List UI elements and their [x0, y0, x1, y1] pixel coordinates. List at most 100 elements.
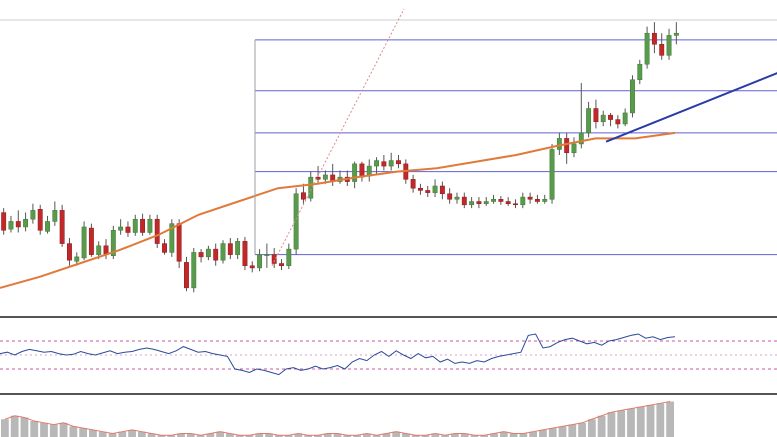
candle-up [81, 226, 87, 259]
candle-up [45, 221, 50, 232]
candle-up [630, 79, 635, 114]
candle-down [513, 203, 518, 206]
histogram-bar [79, 428, 88, 437]
histogram-bar [216, 431, 224, 437]
histogram-bar [245, 435, 254, 437]
candle-down [67, 243, 72, 261]
candle-down [125, 226, 131, 233]
candle-down [15, 221, 21, 228]
histogram-bar [255, 433, 264, 437]
candle-up [549, 149, 555, 200]
histogram-bar [10, 415, 19, 437]
histogram-bar [597, 415, 606, 437]
histogram-bar [382, 433, 391, 437]
candle-down [651, 32, 657, 45]
diagonal-dotted-line [271, 8, 405, 266]
histogram-bar [157, 435, 166, 437]
histogram-bar [186, 433, 195, 437]
support-trendline [605, 72, 777, 143]
histogram-bar [656, 403, 665, 437]
candle-up [8, 221, 14, 230]
candle-up [491, 199, 496, 202]
histogram-bar [98, 431, 107, 437]
candle-down [425, 190, 431, 193]
candle-up [96, 245, 102, 255]
candle-up [191, 252, 197, 289]
candle-down [659, 44, 665, 56]
histogram-bar [460, 433, 469, 437]
candle-up [352, 163, 358, 182]
histogram-bar [548, 428, 557, 437]
candle-up [52, 210, 58, 222]
candle-down [527, 196, 533, 200]
histogram-bar [69, 426, 78, 437]
candle-up [257, 254, 263, 269]
candle-down [162, 243, 167, 253]
histogram-bar [568, 424, 577, 437]
histogram-bar [470, 435, 479, 437]
histogram-bar [20, 417, 29, 437]
histogram-bar [587, 419, 596, 437]
candle-down [439, 185, 445, 194]
candle-up [147, 218, 153, 233]
candle-down [88, 227, 94, 255]
histogram-bar [128, 429, 136, 437]
candle-up [322, 174, 328, 180]
histogram-bar [265, 433, 273, 437]
candle-down [564, 138, 570, 154]
histogram-bar [617, 410, 626, 437]
histogram-bar [636, 406, 645, 437]
candle-down [593, 108, 599, 123]
histogram-bar [343, 435, 352, 437]
candle-up [520, 196, 526, 206]
candle-up [666, 35, 672, 56]
histogram-bar [40, 422, 48, 437]
candle-up [578, 132, 584, 145]
candle-up [469, 201, 475, 206]
candle-down [176, 223, 182, 262]
histogram-bar [323, 433, 332, 437]
candle-down [154, 218, 160, 244]
histogram-bar [627, 408, 635, 437]
histogram-bar [509, 433, 518, 437]
histogram-bar [392, 431, 401, 437]
candle-down [1, 212, 7, 231]
candle-down [381, 161, 387, 167]
candle-down [447, 193, 453, 200]
histogram-bar [49, 424, 58, 437]
candle-up [30, 210, 36, 220]
histogram-bar [206, 433, 215, 437]
candle-down [461, 196, 467, 206]
histogram-bar [451, 433, 459, 437]
candle-down [198, 252, 204, 258]
candle-down [315, 176, 321, 180]
histogram-panel [1, 401, 674, 437]
candle-up [264, 254, 270, 256]
candle-down [37, 209, 43, 231]
candle-down [396, 160, 401, 165]
histogram-bar [431, 433, 440, 437]
histogram-bar [235, 435, 244, 437]
histogram-bar [666, 401, 674, 437]
histogram-bar [490, 433, 498, 437]
candle-up [374, 160, 380, 167]
histogram-bar [411, 435, 420, 437]
histogram-bar [89, 429, 97, 437]
candle-down [140, 218, 146, 233]
histogram-bar [402, 433, 410, 437]
candle-up [388, 160, 394, 167]
candle-up [556, 138, 562, 150]
histogram-bar [372, 435, 381, 437]
candle-down [300, 192, 306, 200]
candle-up [571, 143, 577, 154]
histogram-bar [177, 433, 185, 437]
moving-average-line [0, 131, 676, 289]
candle-down [498, 199, 504, 202]
histogram-bar [108, 433, 117, 437]
candle-down [615, 119, 621, 125]
histogram-bar [646, 405, 655, 437]
candle-up [454, 196, 460, 200]
candle-down [608, 114, 613, 120]
histogram-signal-line [4, 401, 671, 436]
